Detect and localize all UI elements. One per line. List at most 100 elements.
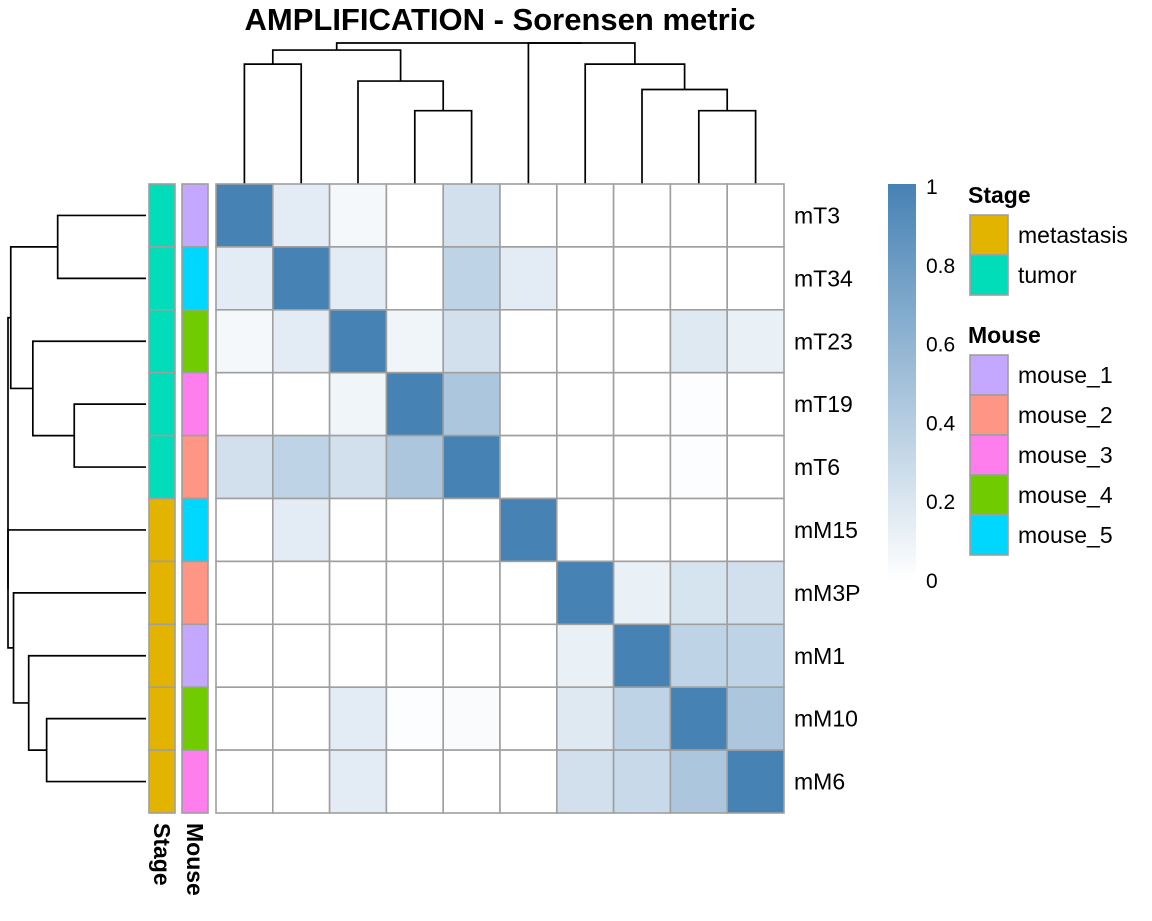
legend-title-mouse: Mouse: [968, 322, 1041, 348]
cell-mM3P-mM15: [499, 560, 558, 626]
cell-mM15-mM6: [726, 497, 785, 563]
cell-mT3-mM10: [669, 183, 729, 248]
cell-mM10-mM15: [499, 686, 558, 751]
cell-mM1-mM6: [726, 623, 785, 688]
heatmap-cells: [215, 183, 785, 814]
cell-mT3-mM3P: [555, 183, 615, 248]
cell-mT34-mT34: [271, 246, 331, 311]
cell-mM10-mT6: [442, 686, 501, 751]
row-label: mT19: [794, 391, 853, 417]
cell-mT23-mM10: [669, 308, 729, 374]
cell-mM6-mM6: [726, 749, 785, 814]
row-label: mM3P: [794, 580, 860, 606]
cell-mT19-mM1: [612, 371, 672, 437]
legend-swatch-mouse_3: [969, 434, 1009, 476]
cell-mT19-mT3: [215, 371, 274, 437]
row-label: mT23: [794, 328, 853, 354]
cell-mT19-mT6: [442, 371, 501, 437]
cell-mT3-mT19: [385, 183, 444, 248]
cell-mM6-mT3: [215, 749, 274, 814]
column-dendrogram-branch: [584, 63, 686, 184]
column-dendrogram-branch: [271, 49, 402, 82]
cell-mT23-mM3P: [555, 308, 615, 374]
row-label: mM1: [794, 643, 845, 669]
cell-mT23-mM6: [726, 308, 785, 374]
row-dendrogram: [7, 214, 146, 783]
cell-mT34-mM1: [612, 246, 672, 311]
cell-mM1-mT19: [385, 623, 444, 688]
cell-mM15-mM10: [669, 497, 729, 563]
annotation-stage-mM3P: [148, 560, 176, 626]
legend-swatch-tumor: [969, 254, 1009, 296]
color-scale-tick-label: 0.4: [926, 412, 956, 435]
cell-mT23-mM1: [612, 308, 672, 374]
cell-mT3-mT23: [328, 183, 388, 248]
cell-mT34-mT6: [442, 246, 501, 311]
cell-mT6-mM15: [499, 434, 558, 500]
row-label: mT3: [794, 202, 840, 228]
column-dendrogram-branch: [641, 88, 729, 184]
cell-mT23-mT19: [385, 308, 444, 374]
cell-mT3-mT6: [442, 183, 501, 248]
cell-mM10-mT3: [215, 686, 274, 751]
cell-mM10-mT34: [271, 686, 331, 751]
legend-label-mouse_1: mouse_1: [1018, 362, 1113, 388]
color-scale-legend: 0 0.2 0.4 0.6 0.8 1: [888, 176, 956, 593]
cell-mM6-mM3P: [555, 749, 615, 814]
cell-mT3-mM6: [726, 183, 785, 248]
annotation-stage-mT19: [148, 371, 176, 437]
cell-mT19-mT19: [385, 371, 444, 437]
cell-mT6-mM1: [612, 434, 672, 500]
cell-mT34-mM3P: [555, 246, 615, 311]
cell-mT6-mT23: [328, 434, 388, 500]
cell-mT6-mT3: [215, 434, 274, 500]
column-dendrogram-branch: [413, 109, 473, 184]
row-dendrogram-branch: [9, 246, 58, 390]
cell-mM10-mT19: [385, 686, 444, 751]
annotation-mouse-mM15: [181, 497, 209, 563]
annotation-mouse-mT3: [181, 183, 209, 248]
cell-mT3-mM15: [499, 183, 558, 248]
cell-mM10-mM6: [726, 686, 785, 751]
column-dendrogram-branch: [697, 109, 757, 184]
cell-mT6-mT19: [385, 434, 444, 500]
cell-mT19-mT34: [271, 371, 331, 437]
row-dendrogram-branch: [7, 529, 146, 649]
annotation-mouse-mT23: [181, 308, 209, 374]
cell-mM3P-mM10: [669, 560, 729, 626]
cell-mM6-mT6: [442, 749, 501, 814]
cell-mT6-mM3P: [555, 434, 615, 500]
cell-mM15-mT19: [385, 497, 444, 563]
row-label: mT6: [794, 454, 840, 480]
cell-mM15-mT34: [271, 497, 331, 563]
cell-mT6-mM6: [726, 434, 785, 500]
cell-mM6-mM15: [499, 749, 558, 814]
cell-mT23-mT6: [442, 308, 501, 374]
row-label: mM15: [794, 517, 858, 543]
cell-mT19-mM10: [669, 371, 729, 437]
cell-mM3P-mT3: [215, 560, 274, 626]
annotation-labels: Stage Mouse: [149, 823, 208, 896]
row-dendrogram-branch: [7, 316, 11, 589]
annotation-mouse-mM6: [181, 749, 209, 814]
cell-mM3P-mT6: [442, 560, 501, 626]
row-label: mT34: [794, 265, 853, 291]
cell-mT3-mT3: [215, 183, 274, 248]
legend-label-mouse_2: mouse_2: [1018, 402, 1113, 428]
row-dendrogram-branch: [45, 717, 146, 783]
cell-mM6-mT23: [328, 749, 388, 814]
annotation-mouse-mM1: [181, 623, 209, 688]
cell-mT23-mM15: [499, 308, 558, 374]
color-scale-tick-label: 0.2: [926, 491, 955, 514]
annotation-stage-mM15: [148, 497, 176, 563]
legend-label-mouse_3: mouse_3: [1018, 442, 1113, 468]
annotation-stage-mT3: [148, 183, 176, 248]
cell-mT6-mM10: [669, 434, 729, 500]
cell-mM3P-mM6: [726, 560, 785, 626]
cell-mM10-mT23: [328, 686, 388, 751]
cell-mM1-mM3P: [555, 623, 615, 688]
legend-swatch-metastasis: [969, 214, 1009, 256]
color-scale-tick-label: 0.8: [926, 255, 955, 278]
cell-mT6-mT6: [442, 434, 501, 500]
